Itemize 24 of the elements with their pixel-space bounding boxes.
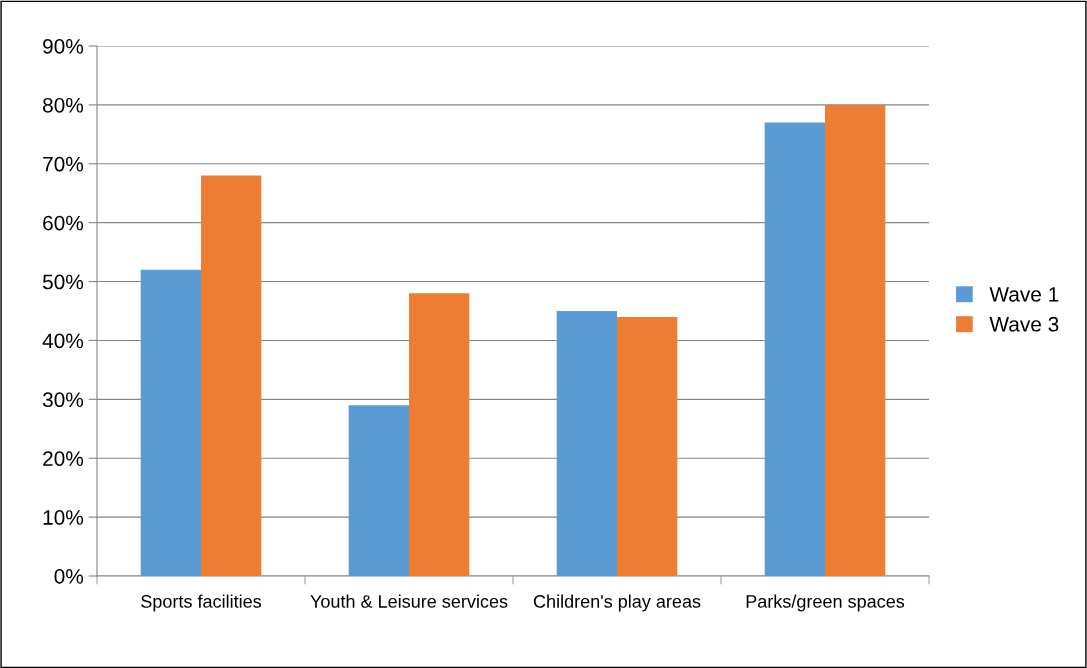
bar xyxy=(140,269,201,576)
y-tick-label: 0% xyxy=(54,569,84,584)
bar xyxy=(409,293,470,576)
bar xyxy=(617,316,678,576)
bar xyxy=(201,175,262,576)
bar xyxy=(764,122,825,576)
y-tick-label: 70% xyxy=(43,156,84,172)
x-tick-label: Sports facilities xyxy=(141,594,262,612)
legend-label: Wave 1 xyxy=(989,287,1059,302)
x-tick-label: Youth & Leisure services xyxy=(310,594,508,608)
y-tick-label: 90% xyxy=(43,39,84,54)
y-tick-label: 60% xyxy=(43,215,84,231)
x-tick-label: Children's play areas xyxy=(533,594,701,612)
bar xyxy=(348,405,409,576)
y-tick-label: 20% xyxy=(43,451,84,466)
x-tick-label: Parks/green spaces xyxy=(746,594,905,612)
legend-label: Wave 3 xyxy=(989,316,1059,332)
y-tick-label: 10% xyxy=(43,510,84,525)
bar xyxy=(556,311,617,576)
y-tick-label: 80% xyxy=(43,97,84,113)
y-tick-label: 50% xyxy=(42,274,84,290)
bar xyxy=(825,104,886,576)
y-tick-label: 40% xyxy=(42,333,84,349)
y-tick-label: 30% xyxy=(42,392,84,408)
